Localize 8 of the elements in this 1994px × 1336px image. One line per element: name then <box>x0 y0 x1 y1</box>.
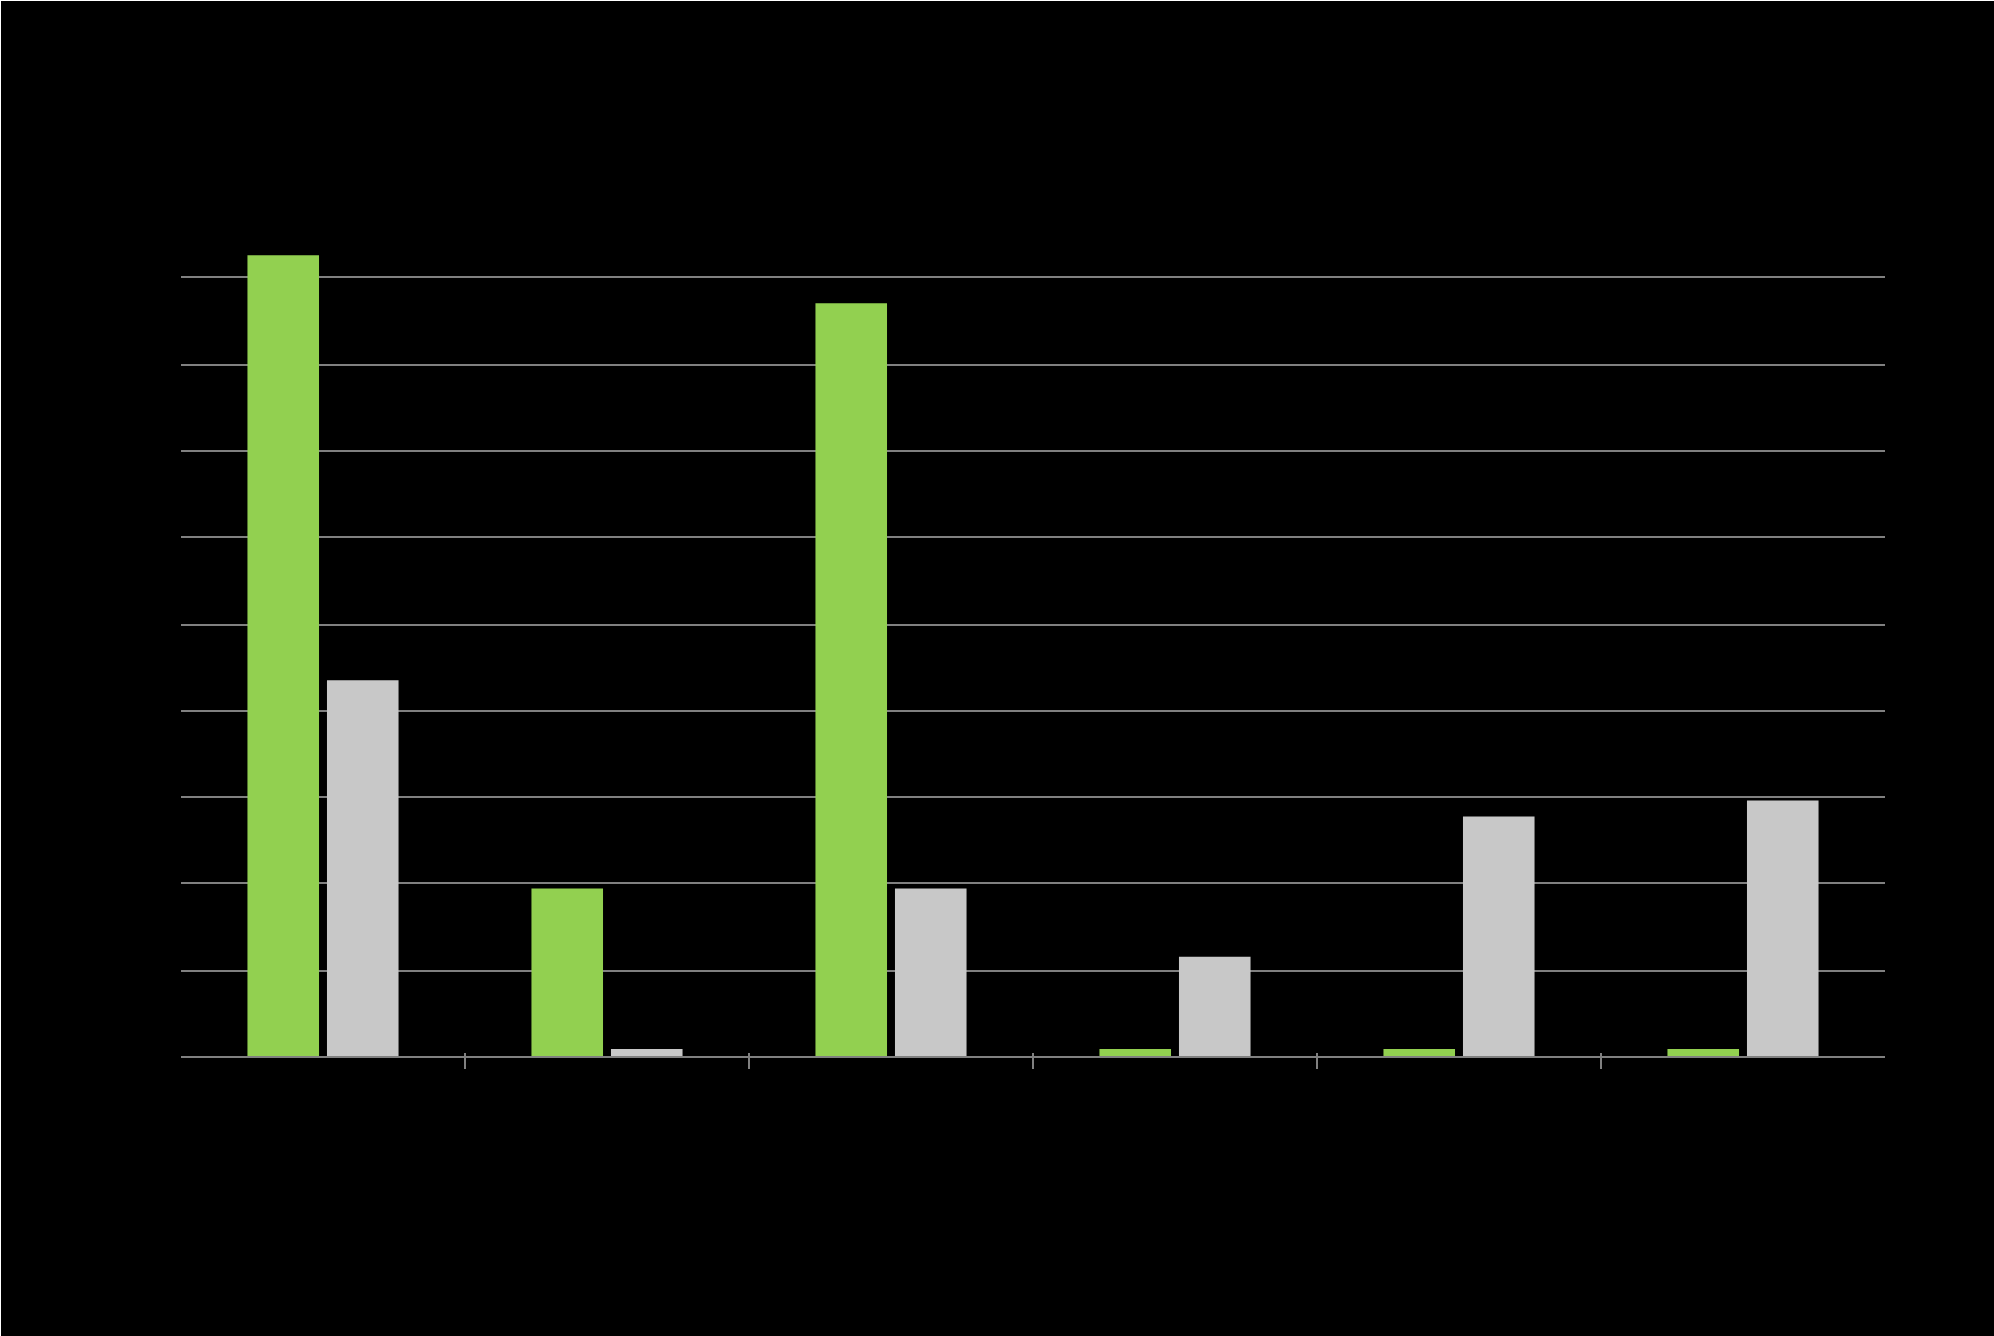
bar <box>1462 816 1535 1057</box>
bar <box>815 303 888 1057</box>
bar <box>894 888 967 1057</box>
bar <box>326 680 399 1057</box>
bar <box>531 888 604 1057</box>
bar <box>247 255 320 1057</box>
bar <box>1746 800 1819 1057</box>
bar <box>1178 956 1251 1057</box>
